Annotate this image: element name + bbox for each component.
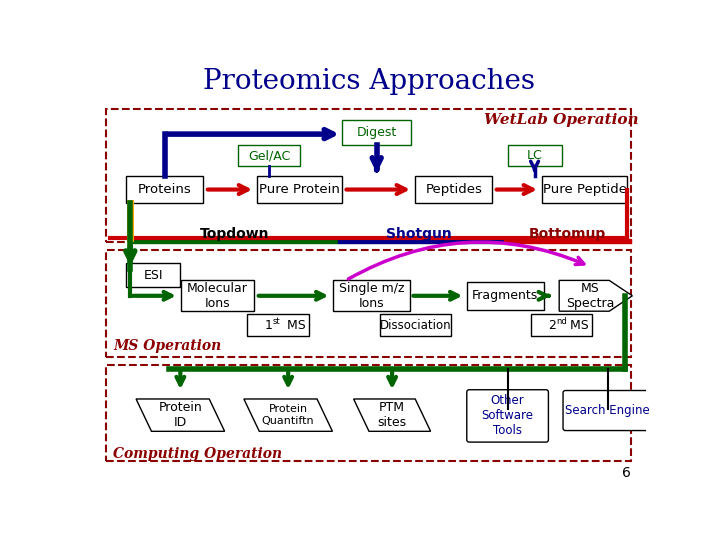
Text: st: st	[273, 316, 280, 326]
FancyBboxPatch shape	[127, 176, 204, 204]
FancyBboxPatch shape	[467, 282, 544, 309]
Text: MS Operation: MS Operation	[113, 339, 222, 353]
FancyBboxPatch shape	[563, 390, 652, 430]
Text: Protein
ID: Protein ID	[158, 401, 202, 429]
Text: Computing Operation: Computing Operation	[113, 447, 282, 461]
Polygon shape	[354, 399, 431, 431]
Polygon shape	[244, 399, 333, 431]
Text: Fragments: Fragments	[472, 289, 539, 302]
Text: Molecular
Ions: Molecular Ions	[187, 282, 248, 310]
Text: MS
Spectra: MS Spectra	[566, 282, 614, 310]
Text: Search Engine: Search Engine	[565, 404, 650, 417]
Text: Topdown: Topdown	[199, 227, 269, 241]
Text: Shotgun: Shotgun	[386, 227, 452, 241]
Polygon shape	[136, 399, 225, 431]
Text: WetLab Operation: WetLab Operation	[485, 113, 639, 127]
FancyBboxPatch shape	[181, 280, 254, 311]
Text: MS: MS	[566, 319, 589, 332]
Text: PTM
sites: PTM sites	[377, 401, 407, 429]
Text: Pure Peptide: Pure Peptide	[543, 183, 626, 196]
Text: Bottomup: Bottomup	[528, 227, 606, 241]
FancyBboxPatch shape	[508, 145, 562, 166]
Text: 6: 6	[622, 466, 631, 480]
FancyBboxPatch shape	[333, 280, 410, 311]
Text: MS: MS	[283, 319, 305, 332]
Text: 1: 1	[265, 319, 273, 332]
FancyBboxPatch shape	[379, 314, 451, 336]
FancyBboxPatch shape	[531, 314, 592, 336]
Text: LC: LC	[526, 149, 542, 162]
FancyBboxPatch shape	[257, 176, 342, 204]
Text: Peptides: Peptides	[426, 183, 482, 196]
Polygon shape	[559, 280, 632, 311]
FancyBboxPatch shape	[342, 120, 411, 145]
FancyBboxPatch shape	[248, 314, 309, 336]
Text: Single m/z
Ions: Single m/z Ions	[338, 282, 404, 310]
FancyBboxPatch shape	[127, 264, 180, 287]
Text: nd: nd	[556, 316, 567, 326]
Text: Proteins: Proteins	[138, 183, 192, 196]
FancyBboxPatch shape	[238, 145, 300, 166]
Text: 2: 2	[549, 319, 556, 332]
Text: Pure Protein: Pure Protein	[259, 183, 340, 196]
FancyBboxPatch shape	[415, 176, 492, 204]
Text: Proteomics Approaches: Proteomics Approaches	[203, 68, 535, 95]
FancyBboxPatch shape	[467, 390, 549, 442]
Text: Gel/AC: Gel/AC	[248, 149, 290, 162]
Text: Dissociation: Dissociation	[379, 319, 451, 332]
FancyBboxPatch shape	[542, 176, 627, 204]
Text: Digest: Digest	[356, 126, 397, 139]
Text: ESI: ESI	[144, 268, 163, 281]
Text: Protein
Quantiftn: Protein Quantiftn	[262, 404, 315, 426]
Text: Other
Software
Tools: Other Software Tools	[482, 394, 534, 437]
